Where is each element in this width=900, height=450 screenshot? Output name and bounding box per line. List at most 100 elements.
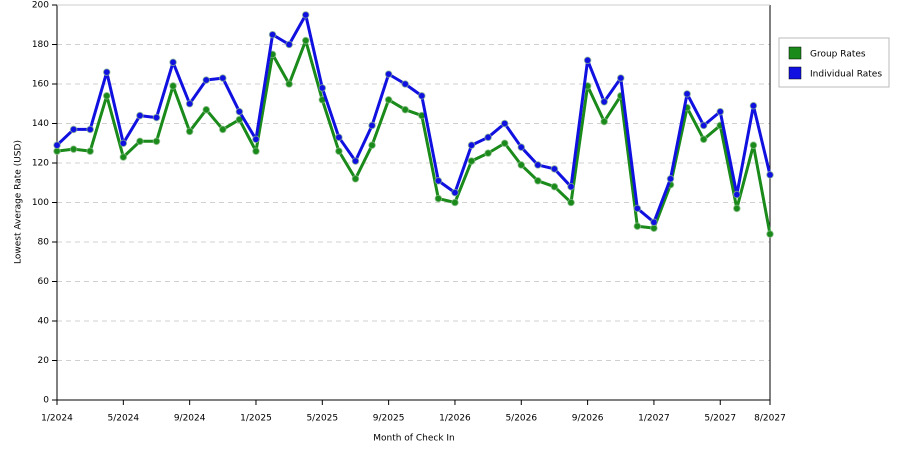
data-point xyxy=(335,147,343,155)
x-tick-label: 5/2024 xyxy=(107,414,139,424)
data-point xyxy=(318,84,327,92)
data-point xyxy=(235,107,244,116)
x-axis-title: Month of Check In xyxy=(373,434,455,444)
data-point xyxy=(766,230,774,238)
data-point xyxy=(733,204,741,213)
data-point xyxy=(368,141,376,150)
data-point xyxy=(384,70,393,78)
y-tick-label: 120 xyxy=(32,159,49,169)
data-point xyxy=(384,96,393,104)
data-point xyxy=(699,121,708,130)
data-point xyxy=(185,99,194,108)
data-point xyxy=(683,90,691,98)
data-point xyxy=(152,137,161,146)
y-tick-label: 20 xyxy=(38,356,50,366)
data-point xyxy=(285,40,293,49)
x-tick-label: 1/2027 xyxy=(638,414,670,424)
data-point xyxy=(152,113,161,122)
legend-swatch xyxy=(788,46,802,60)
data-point xyxy=(185,127,194,136)
data-point xyxy=(650,218,658,227)
data-point xyxy=(616,74,625,82)
data-point xyxy=(252,135,260,144)
x-tick-label: 8/2027 xyxy=(754,414,786,424)
x-tick-label: 9/2026 xyxy=(572,414,604,424)
x-tick-label: 5/2026 xyxy=(505,414,537,424)
data-point xyxy=(550,182,559,191)
data-point xyxy=(368,121,376,130)
data-point xyxy=(69,125,78,134)
data-point xyxy=(301,11,310,19)
data-point xyxy=(268,30,277,39)
data-point xyxy=(766,171,774,179)
data-point xyxy=(517,161,526,169)
data-point xyxy=(583,56,592,65)
data-point xyxy=(401,105,410,114)
data-point xyxy=(699,135,708,144)
y-tick-label: 200 xyxy=(32,1,49,11)
data-point xyxy=(169,82,177,90)
data-point xyxy=(633,204,642,213)
data-point xyxy=(202,105,211,114)
legend-swatch xyxy=(788,66,802,80)
data-point xyxy=(169,58,177,67)
data-point xyxy=(517,143,526,151)
data-point xyxy=(733,190,741,199)
y-tick-label: 0 xyxy=(43,396,49,406)
data-point xyxy=(666,175,675,183)
y-tick-label: 140 xyxy=(32,119,49,129)
data-point xyxy=(534,176,542,185)
legend-box xyxy=(778,37,890,88)
data-point xyxy=(119,153,128,161)
data-point xyxy=(567,198,575,207)
data-point xyxy=(749,141,758,150)
data-point xyxy=(351,175,360,183)
y-tick-label: 60 xyxy=(38,277,50,287)
y-axis-title: Lowest Average Rate (USD) xyxy=(14,140,24,264)
data-point xyxy=(451,188,459,197)
y-tick-label: 100 xyxy=(32,198,49,208)
data-point xyxy=(86,147,94,155)
data-point xyxy=(285,80,293,88)
x-tick-label: 1/2025 xyxy=(240,414,272,424)
data-point xyxy=(534,161,542,169)
y-tick-label: 40 xyxy=(38,317,50,327)
data-point xyxy=(202,76,211,84)
data-point xyxy=(434,194,443,203)
x-tick-label: 1/2024 xyxy=(41,414,73,424)
data-point xyxy=(417,92,426,100)
data-point xyxy=(500,119,509,128)
y-tick-label: 180 xyxy=(32,40,49,50)
x-tick-label: 9/2025 xyxy=(373,414,405,424)
data-point xyxy=(434,176,443,185)
data-point xyxy=(600,117,608,126)
legend-label: Group Rates xyxy=(810,50,866,60)
y-tick-label: 80 xyxy=(38,238,50,248)
data-point xyxy=(401,80,410,88)
data-point xyxy=(53,141,61,150)
data-point xyxy=(86,125,94,134)
data-point xyxy=(467,141,476,150)
data-point xyxy=(102,92,111,100)
data-point xyxy=(467,157,476,165)
data-point xyxy=(335,133,343,142)
data-point xyxy=(550,165,559,173)
data-point xyxy=(136,137,144,146)
data-point xyxy=(451,198,459,207)
data-point xyxy=(219,125,227,134)
data-point xyxy=(351,157,360,165)
data-point xyxy=(119,139,128,148)
data-point xyxy=(102,68,111,76)
x-tick-label: 5/2025 xyxy=(306,414,338,424)
data-point xyxy=(484,149,492,157)
x-tick-label: 5/2027 xyxy=(704,414,736,424)
data-point xyxy=(252,147,260,155)
data-point xyxy=(567,182,575,191)
data-point xyxy=(500,139,509,148)
data-point xyxy=(633,222,642,230)
data-point xyxy=(716,107,725,116)
data-point xyxy=(69,145,78,153)
data-point xyxy=(219,74,227,82)
x-tick-label: 1/2026 xyxy=(439,414,471,424)
